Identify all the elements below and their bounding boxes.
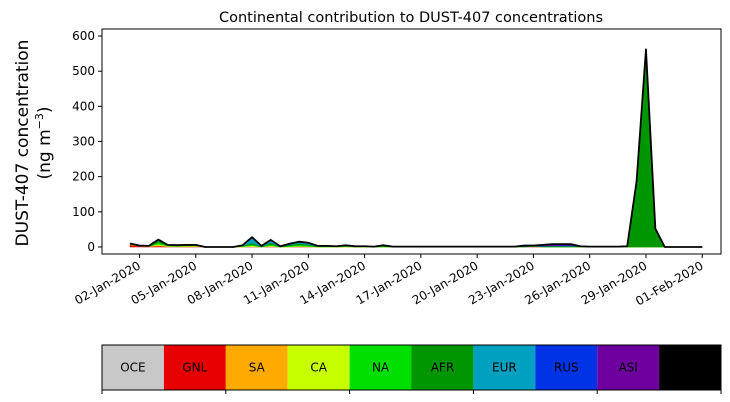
- legend-label: AUS: [678, 361, 703, 375]
- plot-frame: [101, 28, 722, 255]
- legend-label: OCE: [120, 361, 145, 375]
- legend-swatch-gnl: [163, 345, 226, 390]
- total-outline: [129, 48, 703, 248]
- legend-swatch-na: [349, 345, 412, 390]
- legend: OCE GNL SA CA NA AFR EUR RUS ASI AUS: [101, 344, 722, 394]
- legend-swatch-eur: [473, 345, 536, 390]
- y-axis-unit-suffix: ): [35, 106, 55, 113]
- y-tick-label: 0: [87, 240, 95, 254]
- y-tick-label: 500: [72, 64, 95, 78]
- y-tick-label: 100: [72, 205, 95, 219]
- y-tick-label: 200: [72, 170, 95, 184]
- legend-swatch-aus: [659, 345, 721, 390]
- legend-label: GNL: [182, 361, 207, 375]
- legend-swatch-asi: [597, 345, 660, 390]
- legend-frame: [101, 344, 722, 391]
- area-series-eur: [129, 49, 703, 248]
- legend-swatch-sa: [225, 345, 288, 390]
- legend-label: CA: [310, 361, 327, 375]
- legend-swatch-afr: [411, 345, 474, 390]
- legend-swatch-oce: [102, 345, 164, 390]
- y-axis-unit-exponent: −3: [33, 113, 46, 129]
- legend-label: EUR: [492, 361, 517, 375]
- legend-label: SA: [249, 361, 266, 375]
- y-tick-label: 400: [72, 99, 95, 113]
- y-tick-label: 300: [72, 135, 95, 149]
- legend-label: ASI: [618, 361, 637, 375]
- legend-swatch-rus: [535, 345, 598, 390]
- y-axis-label-line2: (ng m−3): [33, 106, 55, 179]
- legend-label: NA: [372, 361, 390, 375]
- area-series-aus: [129, 49, 703, 248]
- legend-label: AFR: [431, 361, 454, 375]
- area-series-afr: [129, 49, 703, 248]
- y-axis-unit-prefix: (ng m: [35, 129, 55, 179]
- area-series-rus: [129, 49, 703, 248]
- legend-label: RUS: [554, 361, 579, 375]
- y-tick-label: 600: [72, 29, 95, 43]
- stacked-areas: [129, 48, 703, 248]
- area-series-asi: [129, 49, 703, 248]
- chart-title: Continental contribution to DUST-407 con…: [219, 10, 603, 26]
- axes: 010020030040050060002-Jan-202005-Jan-202…: [72, 28, 722, 308]
- legend-swatch-ca: [287, 345, 350, 390]
- y-axis-label-line1: DUST-407 concentration: [13, 40, 33, 247]
